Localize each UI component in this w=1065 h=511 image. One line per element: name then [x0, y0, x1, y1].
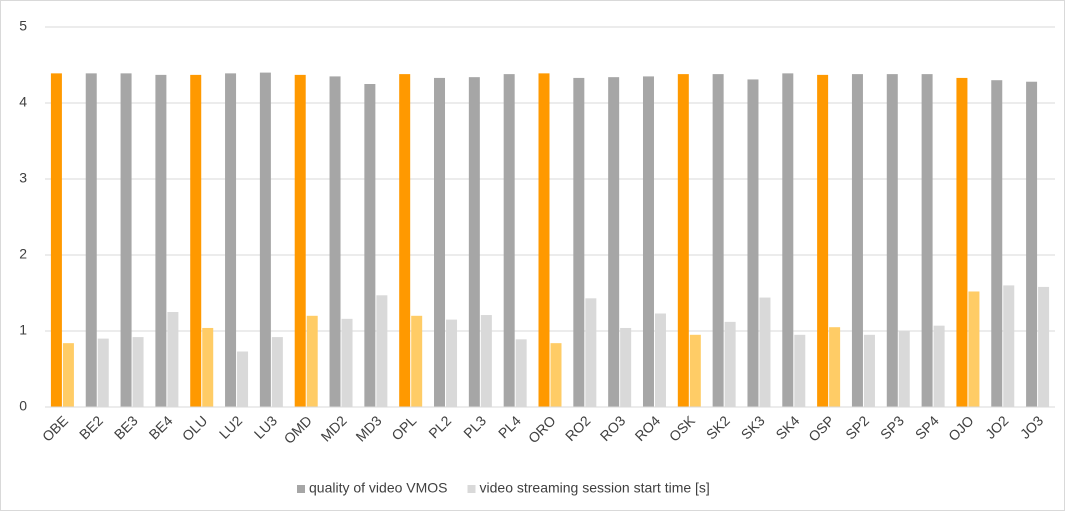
bar	[190, 74, 202, 407]
bar	[97, 338, 109, 407]
bar	[515, 339, 527, 407]
bar	[399, 74, 411, 408]
bar	[620, 327, 632, 407]
bar	[306, 315, 318, 407]
bar	[468, 77, 480, 407]
bar	[120, 73, 132, 408]
bar	[585, 298, 597, 407]
bar	[654, 313, 666, 407]
bar	[573, 77, 585, 408]
bar	[642, 76, 654, 408]
legend-swatch	[297, 485, 305, 493]
y-tick-label: 3	[19, 170, 27, 186]
bar	[921, 74, 933, 408]
bar	[434, 77, 446, 408]
bar	[341, 318, 353, 407]
bar	[364, 84, 376, 407]
bar	[202, 327, 214, 407]
bar	[1038, 286, 1050, 407]
bar	[132, 337, 144, 407]
bar	[608, 77, 620, 407]
bar	[538, 73, 550, 408]
bar	[225, 73, 237, 408]
bar	[85, 73, 97, 408]
bar	[689, 334, 701, 407]
y-tick-label: 1	[19, 322, 27, 338]
legend-label: video streaming session start time [s]	[480, 480, 710, 496]
bar	[294, 74, 306, 407]
bar	[1026, 81, 1038, 407]
bar	[851, 74, 863, 408]
bar	[329, 76, 341, 408]
bar	[933, 325, 945, 407]
bar	[794, 334, 806, 407]
y-tick-label: 4	[19, 94, 27, 110]
bar	[863, 334, 875, 407]
bar	[747, 79, 759, 407]
legend-label: quality of video VMOS	[309, 480, 448, 496]
bar	[829, 327, 841, 407]
bar	[237, 351, 249, 407]
bar	[271, 337, 283, 407]
bar	[376, 295, 388, 407]
bar	[712, 74, 724, 408]
bar	[50, 73, 62, 408]
bar	[886, 74, 898, 408]
bar	[759, 297, 771, 407]
y-tick-label: 2	[19, 246, 27, 262]
bar	[503, 74, 515, 408]
bar	[167, 312, 179, 407]
bar	[968, 291, 980, 407]
bar	[782, 73, 794, 408]
bar	[411, 315, 423, 407]
bar	[956, 77, 968, 408]
bar	[991, 80, 1003, 407]
y-tick-label: 0	[19, 398, 27, 414]
bar	[62, 343, 74, 407]
bar	[1003, 285, 1015, 407]
bar	[724, 321, 736, 407]
bar	[259, 72, 271, 407]
bar	[817, 74, 829, 407]
bar	[480, 315, 492, 407]
bar	[550, 343, 562, 407]
legend-swatch	[467, 485, 476, 493]
bar	[898, 331, 910, 407]
bar	[155, 74, 167, 407]
bar	[677, 74, 689, 408]
bar	[446, 319, 458, 407]
y-tick-label: 5	[19, 18, 27, 34]
